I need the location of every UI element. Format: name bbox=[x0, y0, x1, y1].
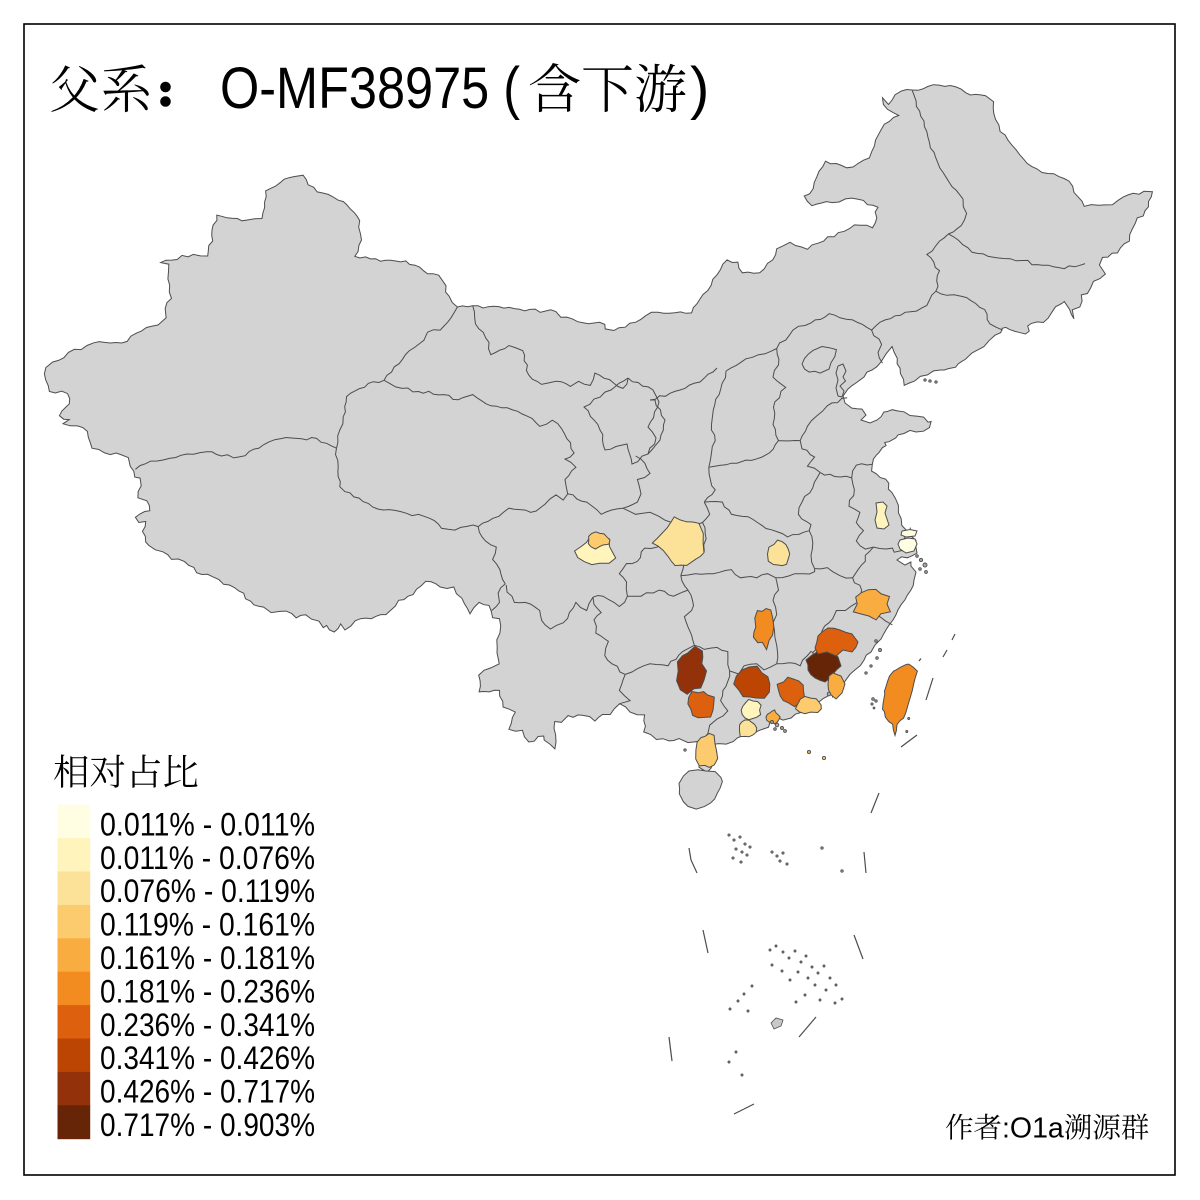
svg-text:0.161% - 0.181%: 0.161% - 0.181% bbox=[100, 940, 315, 976]
svg-text:0.119% - 0.161%: 0.119% - 0.161% bbox=[100, 907, 315, 943]
svg-text::O1a: :O1a bbox=[1002, 1113, 1064, 1145]
svg-text:O-MF38975 (: O-MF38975 ( bbox=[220, 56, 520, 121]
svg-text:0.717% - 0.903%: 0.717% - 0.903% bbox=[100, 1107, 315, 1143]
svg-text:): ) bbox=[690, 56, 709, 121]
svg-text:0.011% - 0.011%: 0.011% - 0.011% bbox=[100, 806, 315, 842]
svg-text:0.076% - 0.119%: 0.076% - 0.119% bbox=[100, 873, 315, 909]
svg-text:0.011% - 0.076%: 0.011% - 0.076% bbox=[100, 840, 315, 876]
svg-text:0.426% - 0.717%: 0.426% - 0.717% bbox=[100, 1074, 315, 1110]
svg-text:0.236% - 0.341%: 0.236% - 0.341% bbox=[100, 1007, 315, 1043]
svg-text:0.341% - 0.426%: 0.341% - 0.426% bbox=[100, 1040, 315, 1076]
svg-text:0.181% - 0.236%: 0.181% - 0.236% bbox=[100, 973, 315, 1009]
